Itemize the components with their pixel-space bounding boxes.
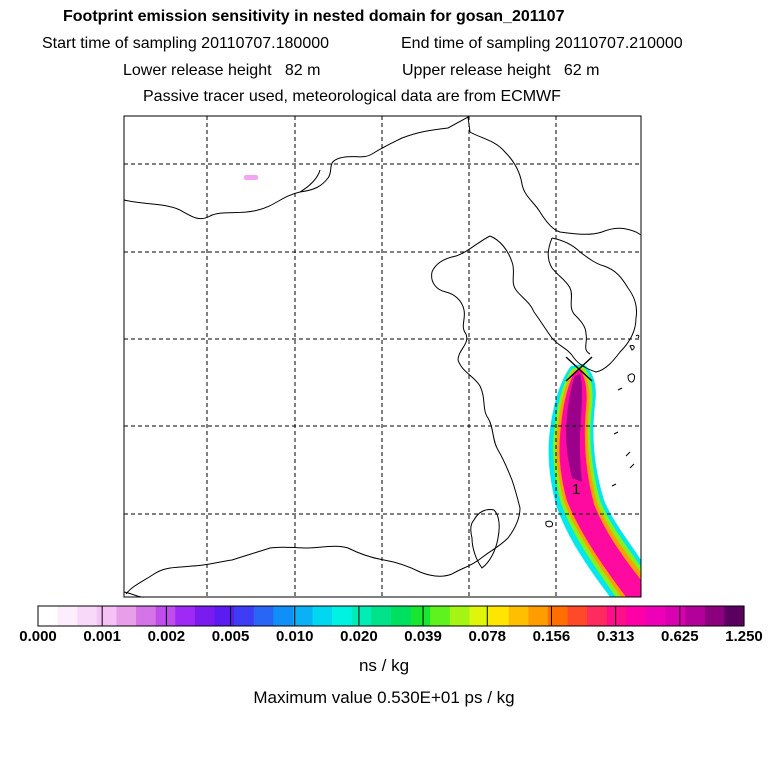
colorbar-swatch (175, 606, 196, 626)
colorbar-tick-label: 0.039 (404, 628, 442, 645)
colorbar-swatch (38, 606, 59, 626)
colorbar-swatch (724, 606, 745, 626)
plume-core (566, 374, 582, 482)
colorbar-swatch (449, 606, 471, 626)
colorbar-swatch (194, 606, 216, 626)
colorbar-swatch (528, 606, 549, 626)
lower-height-label: Lower release height 82 m (123, 62, 321, 79)
colorbar-swatch (508, 606, 529, 626)
colorbar-swatch (665, 606, 686, 626)
colorbar-swatch (430, 606, 451, 626)
colorbar-swatch (685, 606, 706, 626)
colorbar-swatch (273, 606, 294, 626)
plume-label: 1 (572, 481, 580, 498)
colorbar-tick-label: 0.010 (275, 628, 314, 645)
maximum-value-label: Maximum value 0.530E+01 ps / kg (253, 688, 515, 707)
colorbar-tick-label: 0.001 (83, 628, 121, 645)
map-frame (123, 115, 642, 598)
colorbar-swatch (606, 606, 627, 626)
footprint-plume (548, 364, 641, 597)
colorbar-swatch (469, 606, 490, 626)
colorbar-swatch (626, 606, 647, 626)
colorbar-swatch (410, 606, 431, 626)
sensitivity-blip (244, 175, 258, 180)
release-site-marker (565, 356, 593, 382)
tracer-label: Passive tracer used, meteorological data… (143, 88, 561, 105)
colorbar-swatch (645, 606, 667, 626)
coastlines (123, 116, 642, 598)
colorbar-swatch (57, 606, 78, 626)
map-grid (124, 116, 641, 597)
colorbar-swatch (136, 606, 157, 626)
colorbar-swatch (292, 606, 314, 626)
colorbar-swatch (96, 606, 118, 626)
colorbar-swatch (312, 606, 333, 626)
colorbar (37, 605, 745, 627)
colorbar-tick-label: 0.625 (661, 628, 699, 645)
colorbar-swatch (234, 606, 255, 626)
colorbar-swatch (489, 606, 510, 626)
colorbar-swatch (371, 606, 392, 626)
colorbar-units: ns / kg (358, 656, 410, 675)
colorbar-swatch (567, 606, 588, 626)
start-time-label: Start time of sampling 20110707.180000 (42, 35, 330, 52)
colorbar-swatch (391, 606, 412, 626)
colorbar-swatch (77, 606, 98, 626)
colorbar-tick-label: 1.250 (725, 628, 763, 645)
colorbar-tick-label: 0.078 (468, 628, 507, 645)
colorbar-tick-label: 0.313 (596, 628, 635, 645)
colorbar-swatch (155, 606, 176, 626)
colorbar-tick-label: 0.002 (147, 628, 186, 645)
colorbar-swatch (214, 606, 235, 626)
colorbar-tick-label: 0.156 (532, 628, 571, 645)
colorbar-swatch (547, 606, 569, 626)
colorbar-tick-label: 0.000 (19, 628, 57, 645)
colorbar-tick-label: 0.005 (211, 628, 250, 645)
end-time-label: End time of sampling 20110707.210000 (401, 35, 683, 52)
plot-title: Footprint emission sensitivity in nested… (63, 8, 565, 25)
colorbar-tick-label: 0.020 (340, 628, 378, 645)
colorbar-frame (37, 605, 745, 627)
upper-height-label: Upper release height 62 m (402, 62, 600, 79)
colorbar-swatch (704, 606, 725, 626)
colorbar-swatch (332, 606, 353, 626)
colorbar-swatch (351, 606, 372, 626)
colorbar-swatch (116, 606, 137, 626)
colorbar-swatch (587, 606, 608, 626)
colorbar-swatch (253, 606, 274, 626)
